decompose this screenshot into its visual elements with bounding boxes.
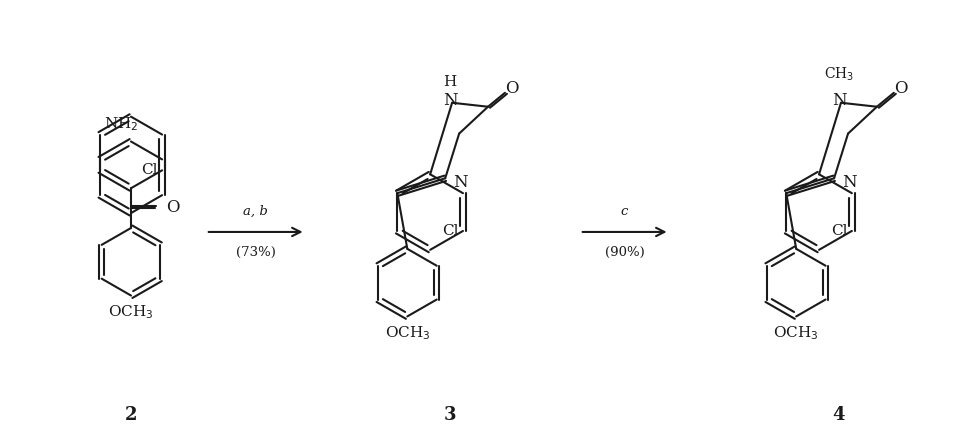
Text: O: O [166,198,180,215]
Text: H: H [443,75,457,89]
Text: O: O [894,80,908,97]
Text: N: N [842,174,857,191]
Text: OCH$_3$: OCH$_3$ [385,325,430,342]
Text: c: c [621,205,629,218]
Text: N: N [443,92,458,109]
Text: OCH$_3$: OCH$_3$ [773,325,819,342]
Text: 2: 2 [125,406,138,424]
Text: O: O [506,80,518,97]
Text: Cl: Cl [442,224,459,238]
Text: Cl: Cl [832,224,848,238]
Text: NH$_2$: NH$_2$ [103,115,139,133]
Text: OCH$_3$: OCH$_3$ [108,304,154,321]
Text: 4: 4 [833,406,845,424]
Text: N: N [832,92,846,109]
Text: a, b: a, b [243,205,268,218]
Text: 3: 3 [444,406,457,424]
Text: (90%): (90%) [605,246,644,259]
Text: CH$_3$: CH$_3$ [824,65,854,83]
Text: N: N [453,174,468,191]
Text: (73%): (73%) [236,246,275,259]
Text: Cl: Cl [142,163,158,177]
